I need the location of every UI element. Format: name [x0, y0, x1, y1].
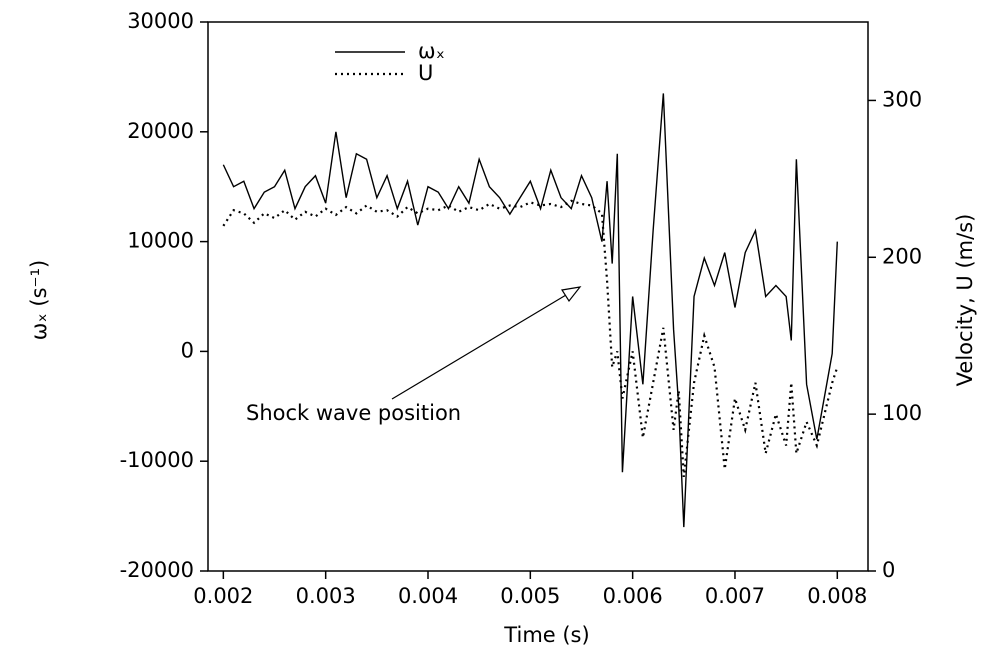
series-line: [222, 199, 839, 478]
annotation: Shock wave position: [246, 401, 461, 425]
y2-tick-label: 0: [882, 558, 895, 582]
y2-axis-label: Velocity, U (m/s): [953, 214, 977, 387]
y-tick-label: 20000: [127, 119, 194, 143]
legend-label: U: [418, 61, 433, 85]
x-tick-label: 0.007: [705, 584, 765, 608]
y2-tick-label: 200: [882, 244, 922, 268]
y-axis-label: ωₓ (s⁻¹): [27, 260, 51, 340]
x-tick-label: 0.008: [807, 584, 867, 608]
series-line: [222, 93, 838, 528]
y2-tick-label: 100: [882, 401, 922, 425]
arrow-head: [561, 286, 582, 303]
x-tick-label: 0.004: [398, 584, 458, 608]
legend-label: ωₓ: [418, 39, 445, 63]
y-tick-label: 10000: [127, 229, 194, 253]
x-tick-label: 0.002: [193, 584, 253, 608]
annotation-arrow: [391, 286, 582, 400]
y2-tick-label: 300: [882, 87, 922, 111]
y-tick-label: -10000: [120, 448, 194, 472]
x-tick-label: 0.006: [603, 584, 663, 608]
x-tick-label: 0.005: [500, 584, 560, 608]
x-tick-label: 0.003: [296, 584, 356, 608]
x-axis-label: Time (s): [503, 623, 589, 647]
y-tick-label: 30000: [127, 9, 194, 33]
plot-frame: [207, 21, 869, 572]
arrow-shaft: [391, 294, 567, 400]
y-tick-label: 0: [181, 338, 194, 362]
y-tick-label: -20000: [120, 558, 194, 582]
